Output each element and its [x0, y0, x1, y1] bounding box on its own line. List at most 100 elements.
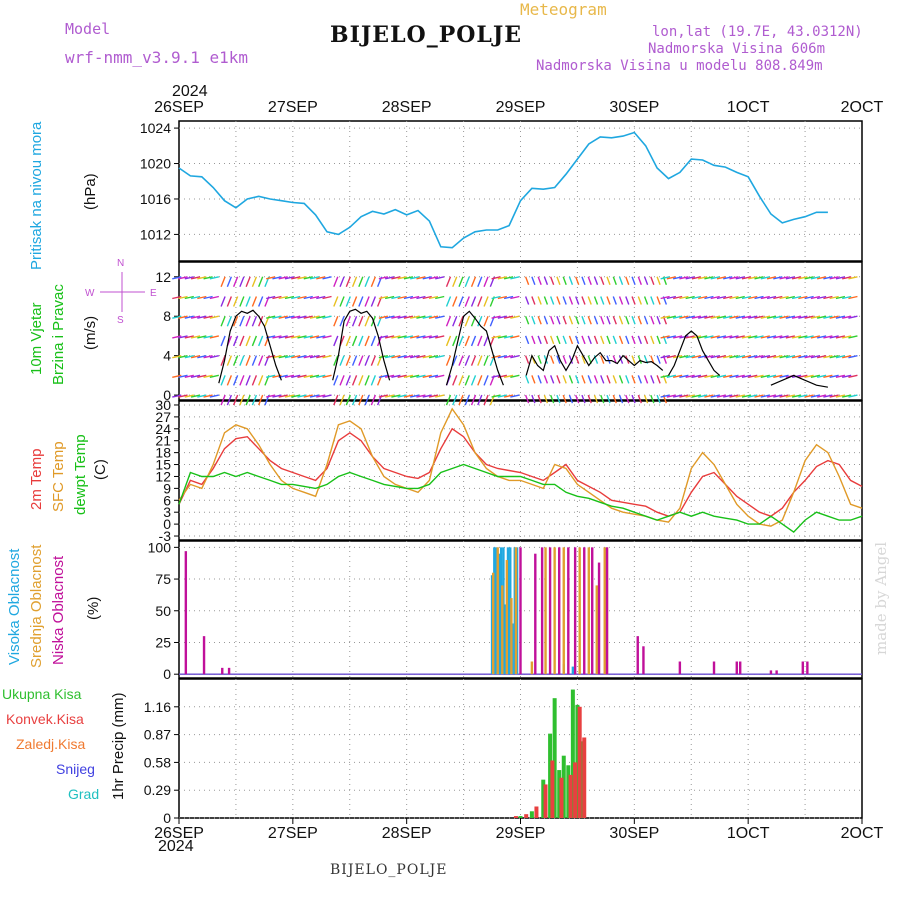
compass-w: W — [85, 288, 95, 299]
y-tick-label: 1.16 — [144, 699, 171, 715]
wind-arrow — [258, 375, 264, 386]
wind-arrow — [716, 374, 727, 379]
wind-arrow — [804, 295, 814, 300]
wind-arrow — [452, 276, 458, 288]
x-tick-label-top: 30SEP — [609, 99, 659, 116]
convective-precip-bar — [524, 814, 529, 818]
wind-arrow — [716, 394, 727, 398]
wind-arrow — [562, 296, 567, 305]
wind-arrow — [452, 296, 458, 307]
wind-arrow — [345, 394, 351, 406]
wind-arrow — [524, 375, 530, 384]
wind-arrow — [685, 374, 695, 379]
wind-arrow — [309, 394, 320, 398]
wind-arrow — [679, 315, 689, 319]
wind-arrow — [378, 276, 389, 280]
wind-arrow — [672, 295, 683, 300]
wind-arrow — [503, 335, 514, 339]
year-bottom: 2024 — [158, 838, 194, 855]
wind-arrow — [464, 375, 470, 386]
wind-arrow — [220, 276, 226, 288]
wind-arrow — [666, 374, 677, 379]
wind-arrow — [543, 375, 549, 384]
convective-precip-bar — [534, 806, 539, 818]
wind-arrow — [600, 375, 605, 384]
wind-arrow — [691, 394, 702, 398]
wind-arrow — [428, 315, 439, 319]
wind-arrow — [322, 315, 332, 319]
wind-arrow — [416, 276, 426, 280]
wind-arrow — [172, 374, 182, 379]
wind-arrow — [190, 354, 201, 359]
wind-arrow — [297, 335, 307, 339]
total-precip-bar — [541, 779, 546, 818]
wind-arrow — [704, 295, 714, 300]
wind-arrow — [370, 335, 377, 347]
y-tick-label: 0 — [163, 516, 171, 532]
compass-s: S — [117, 315, 124, 326]
wind-arrow — [291, 335, 301, 339]
wind-arrow — [823, 276, 833, 280]
wind-arrow — [422, 394, 432, 398]
total-precip-bar — [529, 811, 534, 818]
wind-arrow — [835, 295, 846, 300]
wind-arrow — [345, 276, 351, 288]
convective-precip-bar — [568, 774, 573, 818]
wind-arrow — [791, 394, 802, 398]
wind-arrow — [556, 375, 561, 384]
wind-arrow — [232, 355, 239, 366]
wind-arrow — [556, 276, 561, 286]
wind-arrow — [503, 315, 514, 319]
wind-arrow — [835, 354, 846, 359]
wind-arrow — [428, 374, 439, 379]
wind-arrow — [239, 375, 245, 386]
wind-arrow — [723, 374, 733, 379]
wind-arrow — [835, 394, 846, 398]
wind-arrow — [391, 276, 401, 280]
wind-arrow — [477, 335, 483, 347]
wind-arrow — [345, 335, 351, 347]
wind-arrow — [239, 355, 245, 366]
wind-arrow — [491, 394, 501, 398]
wind-arrow — [403, 354, 414, 359]
wind-arrow — [445, 394, 452, 406]
wind-arrow — [232, 394, 239, 406]
wind-arrow — [220, 355, 226, 366]
wind-arrow — [716, 276, 727, 280]
wind-arrow — [239, 335, 245, 347]
wind-arrow — [303, 276, 313, 280]
wind-arrow — [679, 335, 689, 339]
wind-arrow — [842, 276, 852, 280]
wind-arrow — [779, 374, 789, 379]
wind-arrow — [581, 355, 586, 364]
wind-arrow — [685, 276, 695, 280]
wind-arrow — [428, 394, 439, 398]
wind-arrow — [785, 335, 795, 339]
wind-arrow — [568, 375, 574, 384]
wind-arrow — [291, 354, 301, 359]
wind-arrow — [291, 315, 301, 319]
convective-precip-bar — [550, 760, 555, 818]
wind-arrow — [333, 315, 339, 327]
wind-arrow — [650, 335, 655, 345]
temp-2m-line — [178, 427, 863, 517]
mid-cloud-bar — [595, 585, 598, 675]
wind-arrow — [272, 335, 282, 339]
wind-arrow — [581, 335, 586, 345]
wind-arrow — [291, 394, 301, 398]
wind-arrow — [333, 355, 339, 366]
wind-arrow — [226, 276, 233, 288]
wind-arrow — [203, 295, 213, 300]
low-cloud-bar — [567, 547, 570, 675]
wind-arrow — [735, 354, 745, 359]
wind-arrow — [278, 354, 288, 359]
wind-arrow — [766, 335, 777, 339]
wind-arrow — [464, 335, 470, 347]
wind-arrow — [550, 296, 555, 305]
wind-arrow — [345, 296, 351, 307]
wind-arrow — [835, 335, 846, 339]
wind-arrow — [209, 374, 219, 379]
total-precip-bar — [548, 733, 553, 818]
x-tick-label-top: 2OCT — [841, 99, 884, 116]
wind-arrow — [190, 276, 201, 280]
